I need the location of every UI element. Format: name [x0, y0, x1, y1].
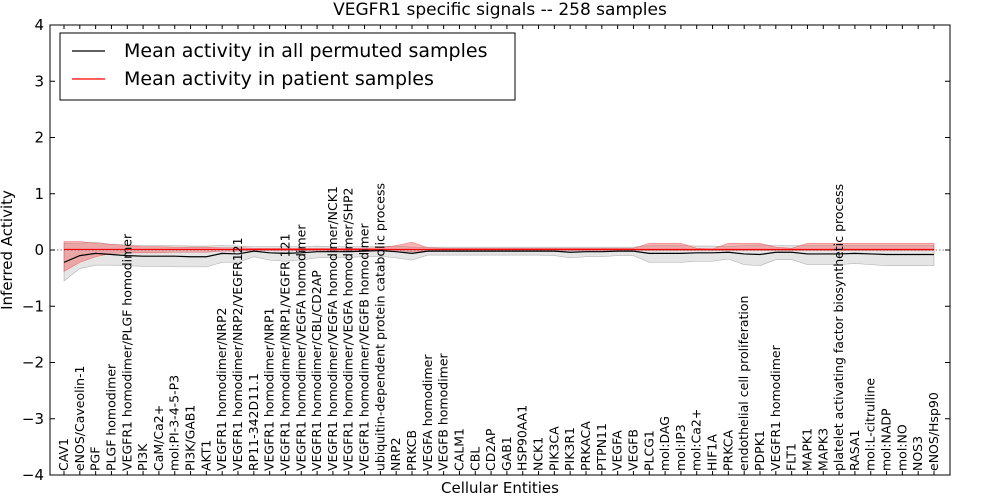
- category-label: CaM/Ca2+: [151, 405, 166, 471]
- category-label: PI3K/GAB1: [183, 405, 198, 471]
- category-label: ubiquitin-dependent protein catabolic pr…: [372, 183, 387, 471]
- category-label: PTPN11: [594, 423, 609, 471]
- category-label: PRKCA: [720, 430, 735, 471]
- category-label: PIK3R1: [562, 427, 577, 471]
- category-label: mol:NO: [894, 424, 909, 471]
- category-label: CBL: [467, 447, 482, 471]
- category-label: HIF1A: [705, 434, 720, 471]
- confidence-bands: [63, 241, 935, 282]
- category-label: PI3K: [135, 443, 150, 471]
- y-tick-label: −3: [22, 410, 44, 428]
- category-label: mol:L-citrulline: [863, 378, 878, 471]
- y-axis: −4 −3 −2 −1 0 1 2 3 4: [22, 16, 950, 484]
- category-labels: CAV1 eNOS/Caveolin-1 PGF PLGF homodimer VEGF…: [56, 183, 941, 471]
- category-label: PDPK1: [752, 430, 767, 471]
- category-label: VEGFR1 homodimer/VEGFA homodimer/NCK1: [325, 186, 340, 471]
- category-label: VEGFA: [610, 430, 625, 471]
- category-label: PRKCB: [404, 430, 419, 471]
- category-label: mol:IP3: [673, 424, 688, 471]
- category-label: CD2AP: [483, 428, 498, 471]
- category-label: mol:Ca2+: [689, 409, 704, 471]
- category-label: PLGF homodimer: [103, 363, 118, 471]
- y-tick-label: −4: [22, 466, 44, 484]
- category-label: VEGFR1 homodimer/VEGFA homodimer/SHP2: [341, 187, 356, 471]
- legend: Mean activity in all permuted samples Me…: [59, 32, 516, 101]
- category-label: CAV1: [56, 438, 71, 471]
- category-label: GAB1: [499, 436, 514, 471]
- category-label: platelet activating factor biosynthetic …: [831, 184, 846, 471]
- y-tick-label: 3: [34, 72, 44, 90]
- chart-title: VEGFR1 specific signals -- 258 samples: [333, 0, 667, 20]
- category-label: PRKACA: [578, 421, 593, 471]
- category-label: VEGFB homodimer: [436, 352, 451, 471]
- category-label: VEGFA homodimer: [420, 354, 435, 471]
- y-tick-label: 1: [34, 185, 44, 203]
- category-label: PLCG1: [641, 430, 656, 471]
- category-label: VEGFR1 homodimer/PLGF homodimer: [119, 233, 134, 471]
- category-label: VEGFR1 homodimer/NRP1/VEGFR 121: [277, 233, 292, 471]
- category-label: PGF: [88, 447, 103, 471]
- category-label: VEGFR1 homodimer/CBL/CD2AP: [309, 270, 324, 471]
- category-label: mol:DAG: [657, 416, 672, 471]
- category-label: endothelial cell proliferation: [736, 296, 751, 471]
- y-tick-label: 0: [34, 241, 44, 259]
- legend-label-patient: Mean activity in patient samples: [124, 68, 434, 90]
- y-tick-label: 4: [34, 16, 44, 34]
- category-label: VEGFR1 homodimer/VEGFB homodimer: [357, 223, 372, 471]
- category-label: NCK1: [531, 437, 546, 471]
- category-label: NRP2: [388, 437, 403, 471]
- y-tick-label: −2: [22, 354, 44, 372]
- x-axis: [63, 25, 935, 475]
- y-tick-label: −1: [22, 297, 44, 315]
- category-label: VEGFR1 homodimer/NRP2/VEGFR121: [230, 237, 245, 471]
- legend-box: [59, 32, 516, 101]
- line-series-0: [63, 249, 934, 263]
- category-label: mol:NADP: [879, 408, 894, 471]
- category-label: VEGFR1 homodimer/NRP1: [262, 308, 277, 471]
- y-tick-label: 2: [34, 129, 44, 147]
- category-label: AKT1: [198, 440, 213, 471]
- x-axis-label: Cellular Entities: [441, 479, 559, 497]
- category-label: RASA1: [847, 430, 862, 471]
- category-label: FLT1: [784, 443, 799, 471]
- category-label: eNOS/Hsp90: [926, 392, 941, 471]
- category-label: mol:PI-3-4-5-P3: [167, 375, 182, 471]
- category-label: HSP90AA1: [515, 405, 530, 471]
- band-series-0: [63, 241, 935, 282]
- y-axis-label: Inferred Activity: [0, 190, 16, 310]
- category-label: VEGFR1 homodimer/VEGFA homodimer: [293, 224, 308, 471]
- series-lines: [63, 248, 934, 263]
- category-label: MAPK3: [815, 428, 830, 471]
- category-label: eNOS/Caveolin-1: [72, 366, 87, 471]
- category-label: VEGFB: [625, 429, 640, 471]
- category-label: RP11-342D11.1: [246, 373, 261, 471]
- category-label: VEGFR1 homodimer: [768, 344, 783, 471]
- category-label: PIK3CA: [546, 426, 561, 471]
- category-label: CALM1: [451, 428, 466, 471]
- legend-label-permuted: Mean activity in all permuted samples: [124, 40, 487, 62]
- category-label: VEGFR1 homodimer/NRP2: [214, 308, 229, 471]
- category-label: NOS3: [910, 436, 925, 471]
- category-label: MAPK1: [799, 428, 814, 471]
